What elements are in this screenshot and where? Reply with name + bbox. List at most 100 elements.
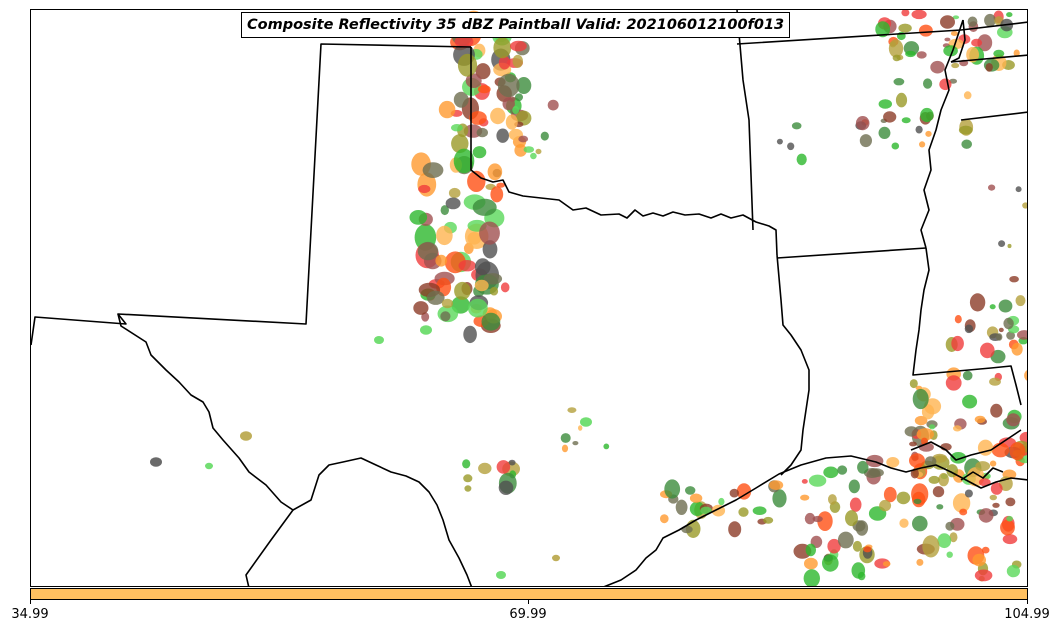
reflectivity-blob [849, 497, 862, 512]
reflectivity-blob [964, 324, 974, 334]
reflectivity-blob [857, 460, 869, 474]
reflectivity-blob [474, 279, 489, 292]
reflectivity-blob [1006, 12, 1013, 18]
reflectivity-blob [938, 472, 949, 487]
reflectivity-blob [496, 460, 511, 474]
reflectivity-blob [483, 273, 503, 285]
reflectivity-blob [800, 494, 810, 501]
reflectivity-blob [496, 571, 506, 579]
reflectivity-blob [561, 444, 569, 453]
colorbar [30, 588, 1028, 600]
reflectivity-blob [855, 116, 870, 131]
reflectivity-blob [409, 210, 428, 225]
reflectivity-blob [518, 135, 529, 143]
reflectivity-blob [896, 491, 911, 505]
reflectivity-blob [787, 142, 795, 151]
reflectivity-blob [463, 474, 473, 483]
missouri-arkansas-boundary [736, 21, 1027, 45]
reflectivity-blob [919, 141, 926, 148]
reflectivity-blob [805, 543, 816, 557]
reflectivity-blob [929, 424, 936, 430]
reflectivity-blob [451, 124, 463, 132]
reflectivity-blob [911, 10, 927, 20]
reflectivity-blob [837, 465, 848, 475]
reflectivity-blob [436, 225, 453, 246]
reflectivity-blob [420, 325, 432, 335]
reflectivity-blob [490, 107, 506, 125]
reflectivity-blob [689, 501, 705, 516]
reflectivity-blob [1006, 515, 1013, 522]
reflectivity-blob [869, 468, 884, 478]
reflectivity-blob [925, 130, 932, 137]
reflectivity-blob [512, 105, 520, 115]
reflectivity-blob [467, 232, 482, 245]
reflectivity-blob [939, 78, 952, 91]
reflectivity-blob [435, 254, 448, 267]
reflectivity-blob [769, 480, 784, 490]
reflectivity-blob [1017, 330, 1027, 340]
reflectivity-blob [878, 99, 892, 109]
reflectivity-blob [603, 443, 610, 450]
reflectivity-blob [989, 377, 1001, 386]
reflectivity-blob [490, 186, 504, 203]
reflectivity-blob [1015, 295, 1026, 307]
louisiana-boundary [912, 247, 1022, 406]
reflectivity-blob [905, 50, 916, 58]
reflectivity-blob [498, 480, 514, 495]
reflectivity-blob [675, 499, 688, 515]
reflectivity-blob [989, 494, 997, 501]
reflectivity-blob [953, 425, 962, 432]
reflectivity-blob [889, 41, 897, 48]
reflectivity-blob [150, 457, 162, 467]
reflectivity-blob [736, 483, 752, 500]
reflectivity-blob [985, 63, 993, 72]
reflectivity-blob [963, 91, 972, 100]
reflectivity-blob [989, 304, 996, 310]
reflectivity-blob [971, 38, 983, 47]
reflectivity-blob [772, 489, 787, 508]
reflectivity-blob [951, 62, 960, 69]
reflectivity-blob [453, 148, 475, 174]
reflectivity-blob [899, 518, 909, 528]
colorbar-label-min: 34.99 [11, 607, 49, 622]
reflectivity-blob [453, 91, 469, 108]
reflectivity-blob [951, 335, 964, 352]
reflectivity-blob [440, 205, 449, 216]
reflectivity-blob [886, 457, 900, 468]
reflectivity-blob [959, 508, 968, 516]
reflectivity-blob [932, 486, 945, 498]
reflectivity-blob [463, 325, 477, 344]
reflectivity-blob [796, 153, 807, 166]
reflectivity-blob [937, 533, 952, 549]
reflectivity-blob [552, 554, 560, 562]
reflectivity-blob [487, 163, 503, 181]
reflectivity-blob [457, 53, 478, 77]
reflectivity-blob [945, 375, 962, 391]
reflectivity-blob [962, 394, 978, 409]
reflectivity-blob [859, 134, 873, 148]
reflectivity-blob [689, 493, 703, 503]
reflectivity-blob [851, 562, 866, 579]
reflectivity-blob [898, 23, 912, 33]
reflectivity-blob [883, 111, 897, 123]
reflectivity-blob [967, 16, 978, 27]
reflectivity-blob [901, 10, 910, 17]
reflectivity-blob [827, 538, 841, 554]
reflectivity-blob [988, 184, 996, 191]
reflectivity-blob [958, 125, 973, 135]
reflectivity-blob [516, 77, 532, 94]
reflectivity-blob [445, 197, 461, 210]
reflectivity-blob [804, 557, 818, 570]
reflectivity-blob [547, 99, 559, 111]
reflectivity-paintball-layer [150, 10, 1027, 586]
reflectivity-blob [944, 37, 951, 42]
reflectivity-blob [1011, 342, 1023, 356]
reflectivity-blob [1002, 534, 1018, 545]
reflectivity-blob [752, 506, 767, 515]
reflectivity-blob [975, 461, 991, 472]
reflectivity-blob [1022, 202, 1027, 209]
reflectivity-blob [508, 96, 516, 102]
reflectivity-blob [580, 417, 592, 427]
mexico-boundary [245, 509, 294, 586]
reflectivity-blob [945, 521, 955, 531]
